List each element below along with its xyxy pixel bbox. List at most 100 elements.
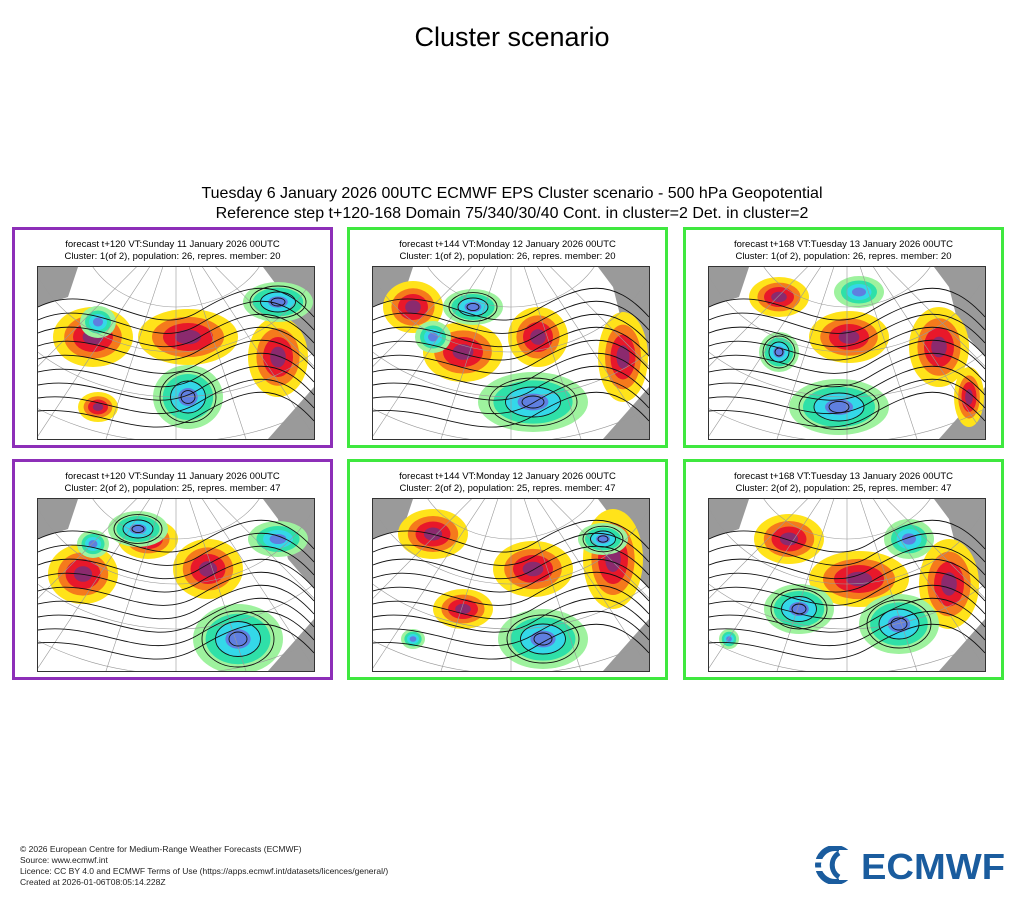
geopotential-contour	[709, 313, 985, 348]
cluster-map-panel-2[interactable]: forecast t+144 VT:Monday 12 January 2026…	[347, 227, 668, 448]
low-center-contour	[180, 390, 196, 404]
geopotential-anomaly-map	[372, 498, 650, 672]
geopotential-contour	[373, 584, 649, 620]
low-center-contour	[774, 347, 784, 357]
ecmwf-logo[interactable]: ECMWF	[813, 845, 1008, 887]
positive-anomaly-shading	[941, 572, 957, 596]
geopotential-contour	[38, 558, 314, 593]
geopotential-contour	[373, 378, 649, 415]
longitude-line	[188, 499, 247, 671]
geopotential-contour	[373, 571, 649, 606]
positive-anomaly-shading	[198, 561, 218, 577]
longitude-line	[215, 267, 314, 367]
positive-anomaly-shading	[175, 329, 201, 345]
geopotential-contour	[373, 287, 649, 321]
geopotential-contour	[709, 597, 985, 633]
panel-forecast-caption: forecast t+144 VT:Monday 12 January 2026…	[399, 471, 616, 482]
geopotential-contour	[709, 623, 985, 660]
geopotential-contour	[709, 378, 985, 415]
low-center-contour	[249, 285, 307, 319]
geopotential-contour	[38, 391, 314, 428]
low-center-contour	[131, 524, 145, 534]
land-mask	[38, 499, 78, 539]
longitude-line	[202, 499, 314, 669]
geopotential-contour	[38, 532, 314, 566]
low-center-contour	[488, 377, 578, 427]
positive-anomaly-shading	[455, 603, 471, 615]
longitude-line	[215, 499, 314, 599]
longitude-line	[873, 267, 985, 437]
negative-anomaly-shading	[269, 533, 287, 545]
low-center-contour	[170, 380, 206, 414]
low-center-contour	[590, 530, 616, 548]
geopotential-contour	[709, 584, 985, 620]
low-center-contour	[770, 588, 828, 630]
positive-anomaly-shading	[846, 571, 872, 587]
cluster-map-panel-5[interactable]: forecast t+144 VT:Monday 12 January 2026…	[347, 459, 668, 680]
longitude-line	[776, 267, 835, 439]
panel-cluster-caption: Cluster: 1(of 2), population: 26, repres…	[64, 251, 281, 262]
land-mask	[934, 267, 985, 357]
positive-anomaly-shading	[423, 527, 443, 541]
geopotential-contour	[373, 597, 649, 633]
geopotential-contour	[373, 610, 649, 647]
longitude-line	[202, 267, 314, 437]
panel-forecast-caption: forecast t+168 VT:Tuesday 13 January 202…	[733, 471, 954, 482]
geopotential-contour	[38, 365, 314, 401]
positive-anomaly-shading	[92, 403, 104, 411]
low-center-contour	[762, 335, 796, 369]
cluster-map-panel-3[interactable]: forecast t+168 VT:Tuesday 13 January 202…	[683, 227, 1004, 448]
cluster-map-panel-4[interactable]: forecast t+120 VT:Sunday 11 January 2026…	[12, 459, 333, 680]
cluster-map-panel-1[interactable]: forecast t+120 VT:Sunday 11 January 2026…	[12, 227, 333, 448]
low-center-contour	[457, 297, 489, 317]
longitude-line	[776, 499, 835, 671]
geopotential-contour	[709, 532, 985, 566]
geopotential-contour	[38, 287, 314, 321]
cluster-map-panel-6[interactable]: forecast t+168 VT:Tuesday 13 January 202…	[683, 459, 1004, 680]
geopotential-contour	[373, 558, 649, 593]
low-center-contour	[878, 608, 920, 640]
longitude-line	[523, 267, 582, 439]
panel-cluster-caption: Cluster: 2(of 2), population: 25, repres…	[64, 483, 281, 494]
panel-cluster-caption: Cluster: 2(of 2), population: 25, repres…	[399, 483, 616, 494]
negative-anomaly-shading	[726, 636, 732, 642]
longitude-line	[886, 499, 985, 599]
panel-cluster-caption: Cluster: 1(of 2), population: 26, repres…	[399, 251, 616, 262]
geopotential-anomaly-map	[372, 266, 650, 440]
figure-header: Tuesday 6 January 2026 00UTC ECMWF EPS C…	[0, 184, 1024, 224]
negative-anomaly-shading	[852, 287, 866, 297]
low-center-contour	[597, 535, 609, 543]
longitude-line	[886, 267, 985, 367]
footer-copyright: © 2026 European Centre for Medium-Range …	[20, 844, 302, 854]
geopotential-contour	[38, 313, 314, 348]
positive-anomaly-shading	[931, 336, 947, 358]
geopotential-contour	[709, 545, 985, 580]
longitude-line	[373, 267, 472, 367]
geopotential-contour	[373, 391, 649, 428]
panel-cluster-caption: Cluster: 1(of 2), population: 26, repres…	[735, 251, 952, 262]
low-center-contour	[781, 596, 817, 622]
longitude-line	[859, 499, 918, 671]
low-center-contour	[890, 617, 908, 631]
positive-anomaly-shading	[965, 389, 973, 405]
low-center-contour	[520, 623, 566, 655]
geopotential-contour	[709, 558, 985, 593]
longitude-line	[38, 499, 137, 599]
geopotential-anomaly-map	[708, 498, 986, 672]
land-mask	[603, 619, 649, 671]
longitude-line	[188, 267, 247, 439]
footer-licence: Licence: CC BY 4.0 and ECMWF Terms of Us…	[20, 866, 389, 876]
land-mask	[709, 267, 749, 307]
geopotential-contour	[709, 326, 985, 361]
page-title: Cluster scenario	[414, 22, 610, 52]
longitude-line	[373, 499, 472, 599]
geopotential-contour	[373, 313, 649, 348]
geopotential-contour	[373, 545, 649, 580]
low-center-contour	[798, 384, 880, 430]
geopotential-contour	[709, 610, 985, 647]
positive-anomaly-shading	[405, 300, 421, 314]
negative-anomaly-shading	[92, 317, 104, 327]
land-mask	[939, 619, 985, 671]
negative-anomaly-shading	[409, 636, 417, 642]
geopotential-contour	[38, 584, 314, 620]
